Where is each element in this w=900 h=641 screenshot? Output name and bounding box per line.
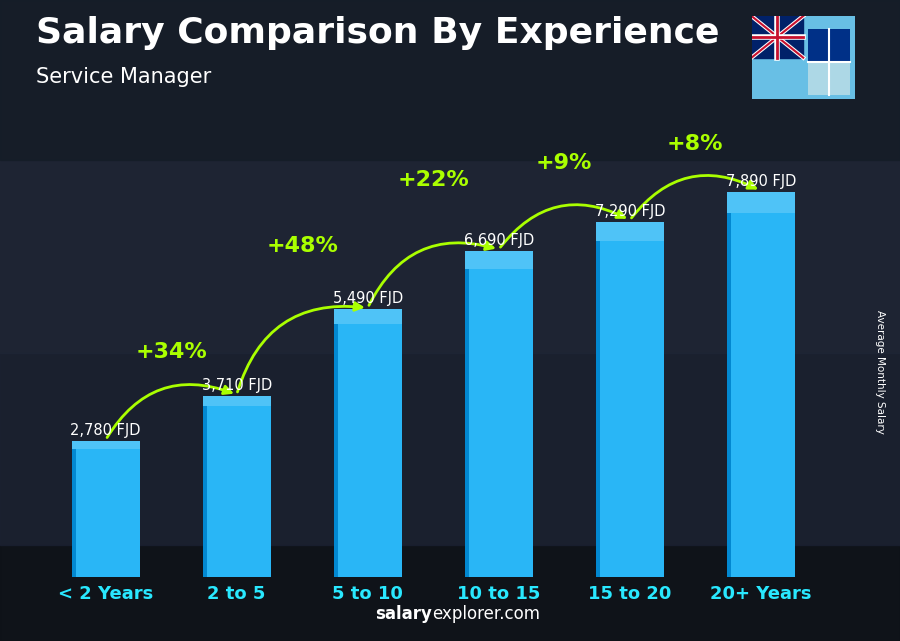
Text: 5,490 FJD: 5,490 FJD	[333, 292, 403, 306]
Text: +22%: +22%	[397, 170, 469, 190]
Bar	[334, 310, 338, 577]
Text: 6,690 FJD: 6,690 FJD	[464, 233, 534, 248]
Bar	[752, 16, 803, 58]
Text: 7,290 FJD: 7,290 FJD	[595, 204, 665, 219]
Text: Salary Comparison By Experience: Salary Comparison By Experience	[36, 16, 719, 50]
Bar	[808, 28, 850, 95]
Bar	[464, 251, 533, 577]
Bar	[808, 28, 850, 62]
Bar	[72, 442, 140, 449]
Text: salary: salary	[375, 605, 432, 623]
Bar	[72, 442, 76, 577]
Text: 2,780 FJD: 2,780 FJD	[70, 424, 141, 438]
Bar	[334, 310, 401, 577]
Bar	[727, 192, 795, 213]
Bar	[202, 396, 207, 577]
Bar	[727, 192, 795, 577]
Bar	[72, 442, 140, 577]
Bar	[464, 251, 533, 269]
Text: 7,890 FJD: 7,890 FJD	[725, 174, 796, 189]
Bar	[202, 396, 271, 577]
Bar	[596, 222, 664, 577]
Bar	[596, 222, 664, 241]
Text: +34%: +34%	[135, 342, 207, 362]
Text: +48%: +48%	[266, 236, 338, 256]
Bar	[334, 310, 401, 324]
Bar	[464, 251, 469, 577]
Text: explorer.com: explorer.com	[432, 605, 540, 623]
Text: 3,710 FJD: 3,710 FJD	[202, 378, 272, 393]
Text: +9%: +9%	[536, 153, 592, 173]
Text: +8%: +8%	[667, 133, 724, 154]
Bar	[596, 222, 599, 577]
Bar	[202, 396, 271, 406]
Text: Average Monthly Salary: Average Monthly Salary	[875, 310, 886, 434]
Bar	[727, 192, 731, 577]
Text: Service Manager: Service Manager	[36, 67, 211, 87]
